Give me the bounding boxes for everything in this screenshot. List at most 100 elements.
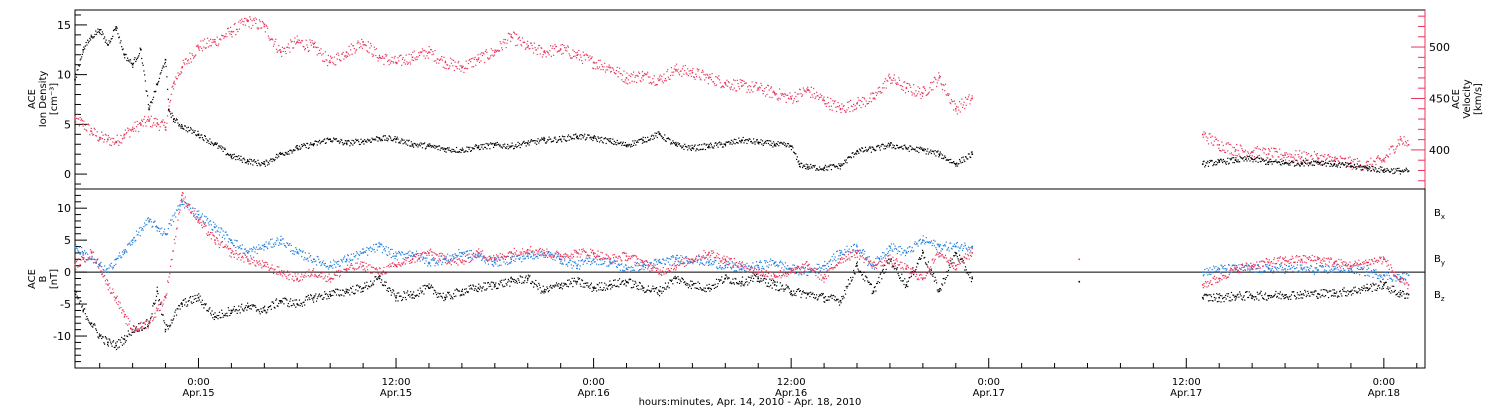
density-point [735,141,738,144]
density-point [1264,160,1266,162]
velocity-point [735,90,737,92]
bx-point [414,294,416,297]
density-point [1284,162,1286,164]
by-point [148,221,150,223]
bx-point [1291,291,1293,293]
density-point [492,146,495,149]
velocity-point [910,91,913,93]
bx-point [100,334,102,336]
density-point [1299,165,1301,167]
velocity-point [944,90,946,92]
velocity-point [893,74,895,76]
velocity-point [839,109,841,111]
bx-point [488,285,490,288]
density-point [319,143,321,145]
density-point [426,145,428,148]
velocity-point [1395,148,1397,150]
velocity-point [864,98,866,100]
bx-point [458,290,460,292]
by-point [152,221,155,224]
density-point [452,150,454,153]
density-point [1310,162,1312,164]
velocity-point [784,94,787,96]
density-point [1327,162,1329,164]
density-point [833,165,835,167]
bx-point [552,285,554,287]
velocity-point [1348,166,1350,168]
velocity-point [909,84,911,87]
velocity-point [278,49,281,51]
bx-point [483,282,485,284]
velocity-point [1251,151,1253,153]
velocity-point [1301,161,1304,163]
density-point [151,102,153,104]
field-tick-label: 0 [64,266,71,279]
bx-point [574,280,576,282]
density-point [702,148,704,150]
velocity-point [447,68,449,70]
density-point [258,162,260,164]
bx-point [1253,296,1255,298]
density-point [890,142,892,144]
density-point [666,138,668,140]
bx-point [575,281,577,283]
bx-point [713,287,715,290]
density-point [347,139,349,142]
by-point [658,261,661,264]
density-point [76,69,78,71]
bx-point [1349,291,1351,293]
density-point [608,138,610,140]
density-point [1288,162,1290,165]
velocity-point [599,59,601,61]
by-point [141,227,144,230]
bx-point [856,264,858,267]
density-point [856,150,858,153]
bx-point [554,284,556,286]
bx-point [856,261,858,263]
bx-point [642,289,644,292]
bx-point [318,293,321,295]
velocity-point [1288,160,1290,162]
density-point [844,161,847,163]
density-point [542,138,544,140]
bx-point [1230,291,1233,294]
density-point [390,139,392,141]
bx-point [281,301,284,303]
bx-point [101,336,104,338]
density-point [727,141,730,143]
density-point [214,143,216,146]
velocity-point [383,63,385,66]
bx-point [670,279,672,282]
velocity-point [259,20,261,23]
velocity-point [399,54,401,57]
bx-point [642,287,644,289]
velocity-point [1319,163,1321,166]
density-point [775,145,777,147]
bx-point [653,290,655,292]
velocity-point [74,118,76,120]
density-point [207,140,209,142]
bottom-panel-frame [74,188,1426,369]
velocity-point [444,67,446,69]
velocity-point [432,53,435,55]
bx-point [721,282,724,284]
density-point [571,137,573,139]
density-point [473,148,475,150]
density-point [925,153,927,155]
velocity-point [284,47,286,49]
velocity-point [98,136,101,139]
velocity-point [774,94,776,96]
density-point [809,167,811,170]
density-point [628,143,630,145]
density-point [377,140,379,142]
density-point [546,141,548,143]
velocity-point [1267,153,1270,155]
velocity-point [527,45,530,47]
bx-point [634,280,636,282]
bx-point [609,280,611,282]
density-point [587,134,590,136]
bx-point [223,314,225,316]
bx-point [658,289,660,291]
density-point [961,157,963,159]
velocity-point [1214,136,1216,138]
